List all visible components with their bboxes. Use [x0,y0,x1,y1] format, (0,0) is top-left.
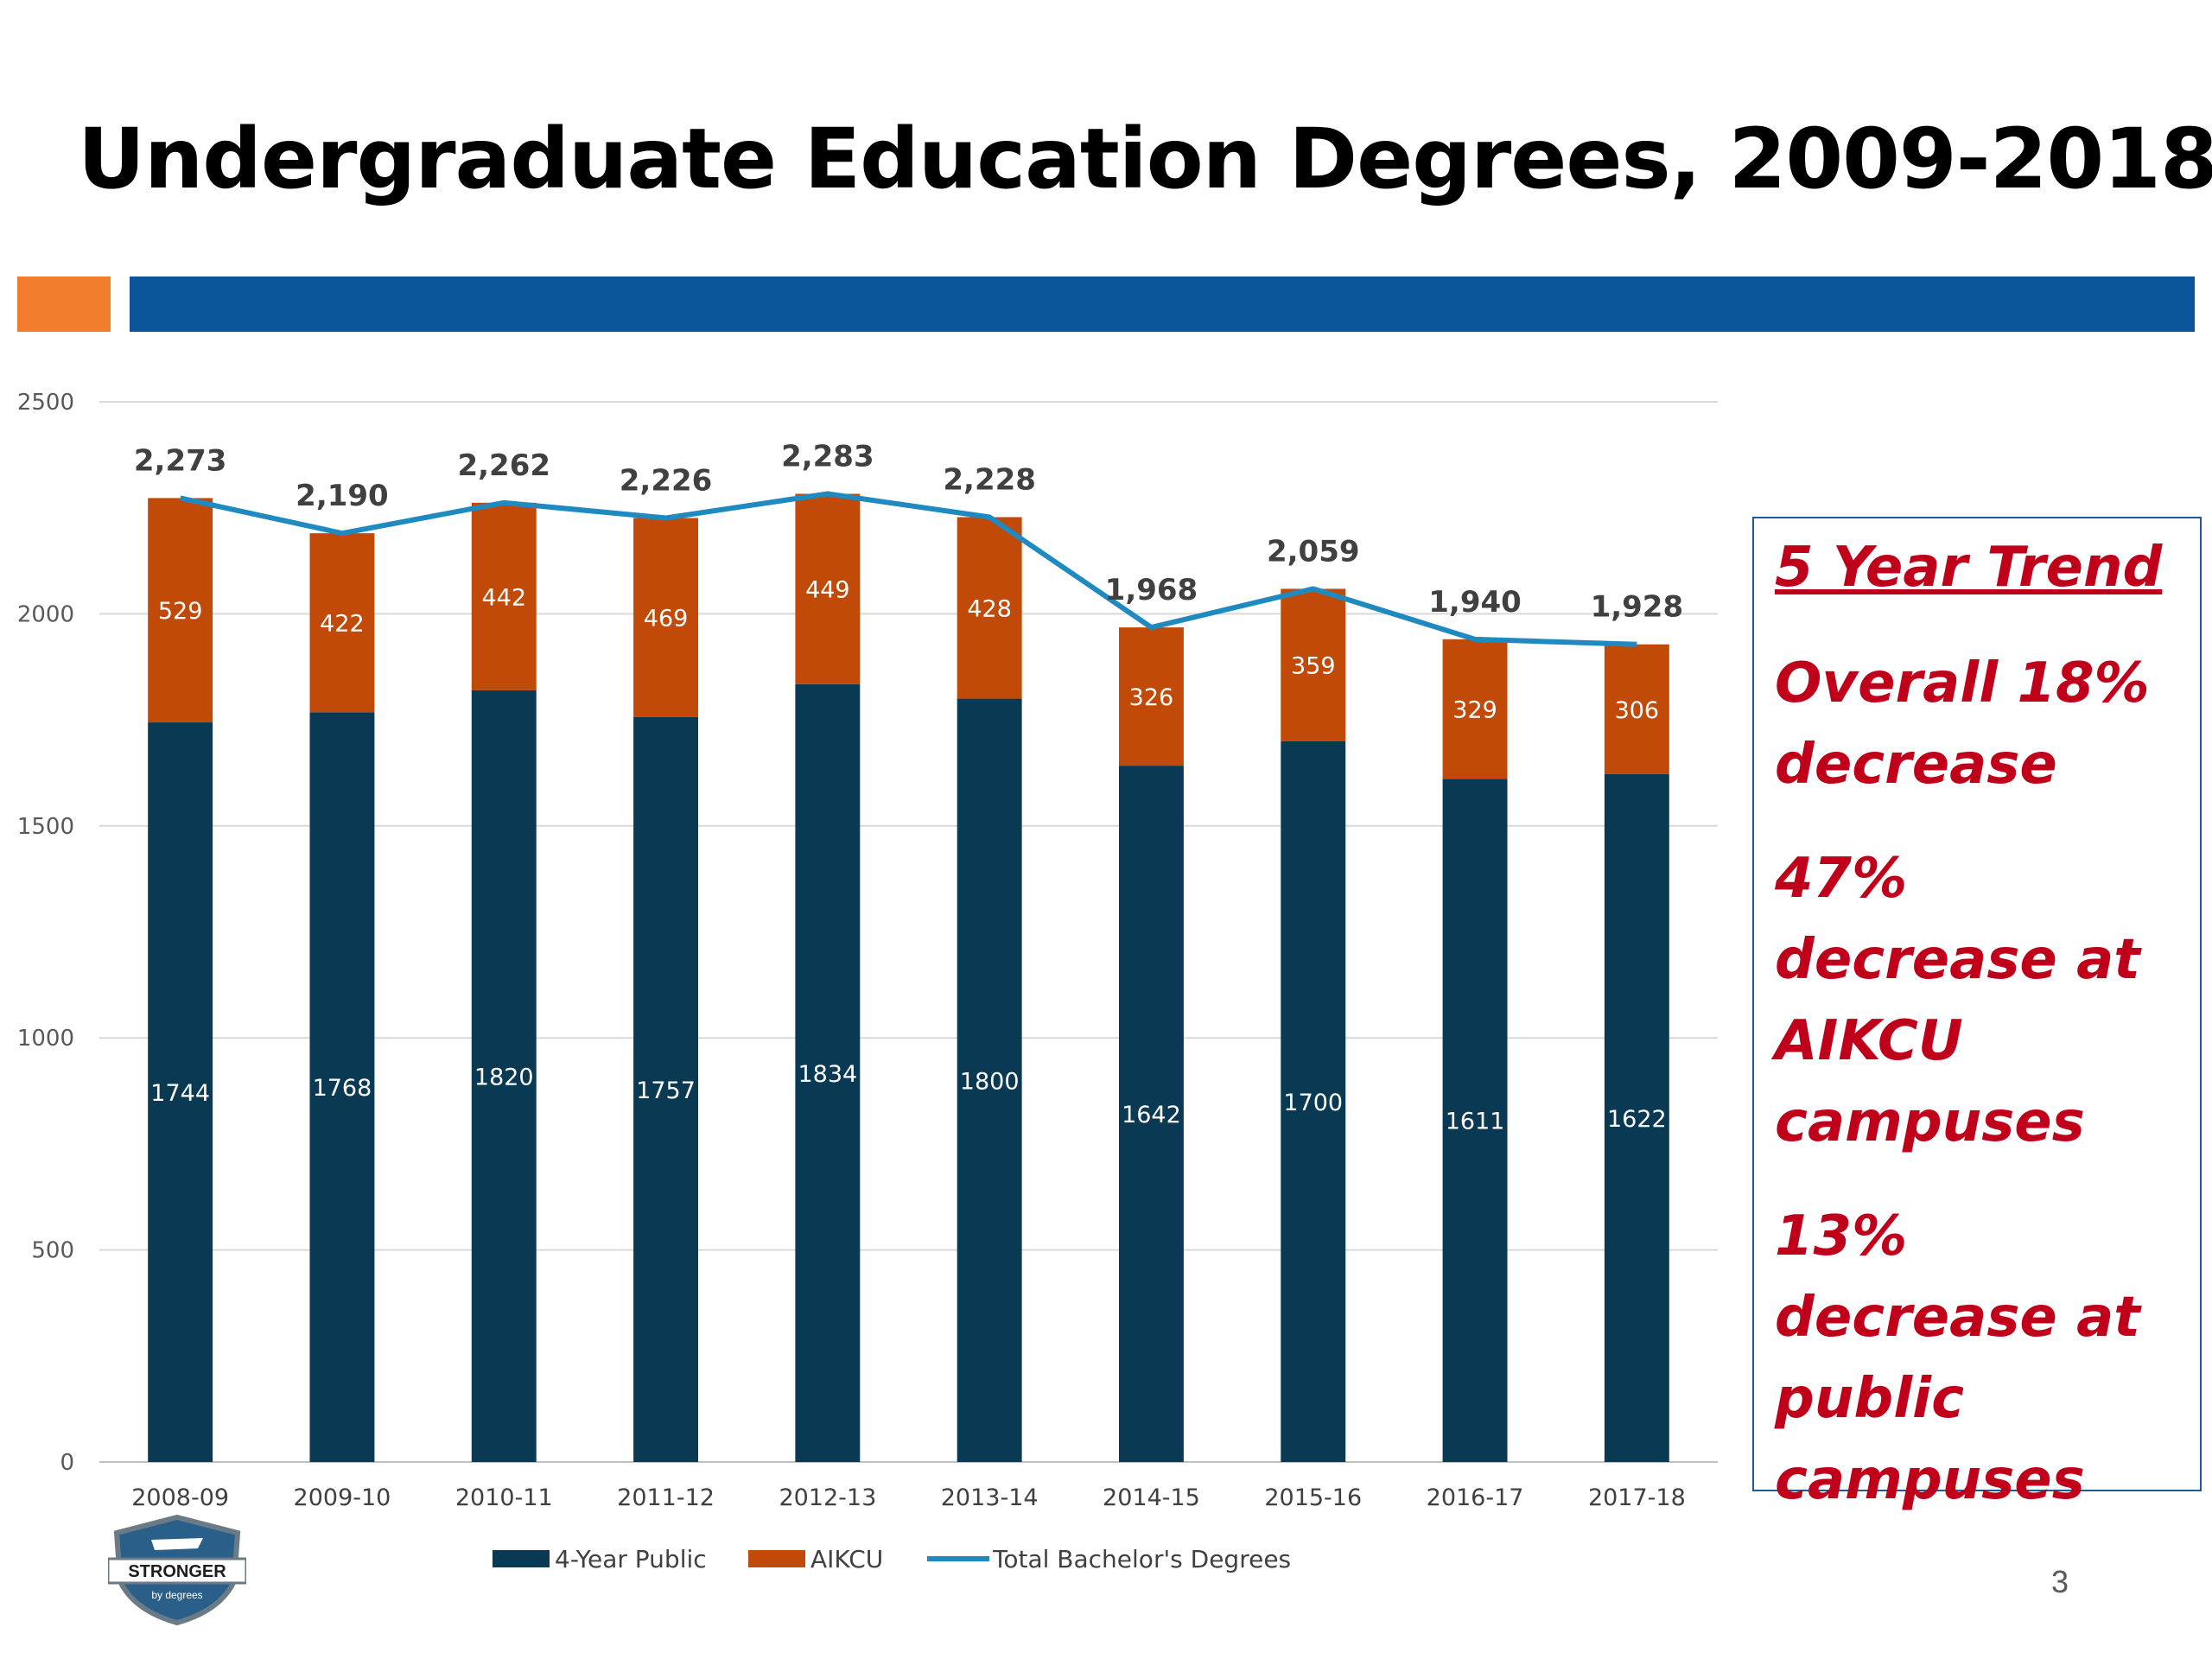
x-tick-label: 2017-18 [1588,1484,1686,1511]
y-tick-label: 1000 [17,1026,74,1052]
data-label-total: 2,226 [620,463,713,498]
legend-swatch [493,1550,550,1567]
legend-label: AIKCU [810,1545,883,1573]
x-axis-ticks: 2008-09 2009-10 2010-11 2011-12 2012-13 2013-… [131,1484,1686,1511]
data-label-aikcu: 326 [1129,684,1174,711]
bars [148,493,1669,1462]
accent-bar-orange [17,276,111,332]
x-tick-label: 2013-14 [941,1484,1039,1511]
bar-aikcu [471,502,537,690]
x-tick-label: 2011-12 [617,1484,715,1511]
bar-4-year-public [1281,741,1346,1462]
x-tick-label: 2008-09 [131,1484,229,1511]
kentucky-state-shape [151,1538,203,1550]
page-number: 3 [2051,1564,2069,1599]
bar-aikcu [957,517,1022,699]
bar-4-year-public [471,690,537,1462]
legend-label: Total Bachelor's Degrees [992,1545,1291,1573]
data-label-total: 1,928 [1591,590,1684,625]
trend-heading: 5 Year Trend [1775,536,2163,600]
data-label-aikcu: 306 [1615,697,1660,724]
trend-point: Overall 18% decrease [1775,652,2150,797]
data-label-aikcu: 428 [967,596,1012,623]
series-line-total-bachelors-degrees [180,491,1637,647]
logo-text: STRONGER [128,1562,226,1581]
bar-aikcu [1604,644,1669,774]
data-label-aikcu: 359 [1291,653,1336,680]
data-label-total: 2,059 [1267,534,1360,569]
y-axis-ticks: 0 500 1000 1500 2000 2500 [17,390,74,1476]
bar-aikcu [1442,639,1508,779]
data-label-total: 2,190 [296,479,389,513]
data-label-4-year-public: 1700 [1283,1090,1343,1116]
data-label-aikcu: 422 [320,611,365,638]
bar-4-year-public [1442,779,1508,1462]
bar-aikcu [633,518,699,717]
logo-subtext: by degrees [151,1589,202,1601]
y-tick-label: 2000 [17,601,74,627]
data-label-4-year-public: 1642 [1122,1102,1181,1128]
data-label-total: 1,968 [1105,573,1198,607]
accent-bar-blue [130,276,2195,332]
legend-label: 4-Year Public [555,1545,707,1573]
bar-4-year-public [957,698,1022,1462]
bar-4-year-public [795,683,861,1462]
data-label-4-year-public: 1834 [798,1061,857,1088]
trend-point: 13% decrease at public campuses [1775,1205,2140,1512]
y-tick-label: 500 [31,1238,74,1264]
slide-title: Undergraduate Education Degrees, 2009-20… [78,111,2212,207]
stronger-by-degrees-logo: STRONGER by degrees [108,1514,246,1626]
data-label-4-year-public: 1820 [474,1064,534,1090]
x-tick-label: 2016-17 [1427,1484,1524,1511]
bar-aikcu [148,498,213,723]
bar-aikcu [1118,627,1184,766]
bar-aikcu [795,493,861,684]
data-label-4-year-public: 1757 [636,1077,696,1104]
total-line-layer [180,491,1637,647]
y-tick-label: 0 [60,1450,74,1476]
bar-4-year-public [633,716,699,1462]
x-tick-label: 2010-11 [455,1484,553,1511]
y-tick-label: 1500 [17,814,74,840]
data-label-4-year-public: 1800 [960,1068,1020,1095]
data-label-total: 2,228 [943,462,1036,497]
bar-4-year-public [148,722,213,1462]
x-tick-label: 2012-13 [779,1484,876,1511]
bar-4-year-public [309,712,375,1462]
data-label-4-year-public: 1768 [313,1075,372,1102]
data-label-4-year-public: 1622 [1607,1106,1667,1133]
x-tick-label: 2009-10 [294,1484,391,1511]
data-label-aikcu: 529 [158,598,203,625]
degrees-chart: 0 500 1000 1500 2000 2500 1744 529 1768 422 1820 4… [17,390,1718,1573]
data-label-total: 1,940 [1428,585,1522,620]
data-label-total: 2,273 [134,443,227,478]
data-label-aikcu: 469 [644,606,689,632]
bar-aikcu [309,533,375,713]
data-label-aikcu: 449 [805,577,850,604]
x-tick-label: 2015-16 [1264,1484,1362,1511]
x-tick-label: 2014-15 [1103,1484,1200,1511]
data-label-total: 2,262 [457,448,550,483]
y-tick-label: 2500 [17,390,74,416]
bar-4-year-public [1604,773,1669,1462]
trend-box: 5 Year Trend Overall 18% decrease 47% de… [1752,517,2202,1512]
bar-4-year-public [1118,766,1184,1462]
data-label-aikcu: 442 [481,584,526,611]
logo-banner [108,1557,246,1585]
data-label-total: 2,283 [781,440,874,474]
legend-swatch [748,1550,805,1567]
data-labels: 1744 529 1768 422 1820 442 1757 469 1834 449 1800 4… [134,440,1683,1135]
data-label-4-year-public: 1611 [1446,1109,1505,1135]
bar-aikcu [1281,588,1346,741]
data-label-aikcu: 329 [1452,697,1497,724]
trend-point: 47% decrease at AIKCU campuses [1775,847,2140,1154]
legend: 4-Year Public AIKCU Total Bachelor's Degre… [493,1545,1291,1573]
data-label-4-year-public: 1744 [150,1080,210,1107]
